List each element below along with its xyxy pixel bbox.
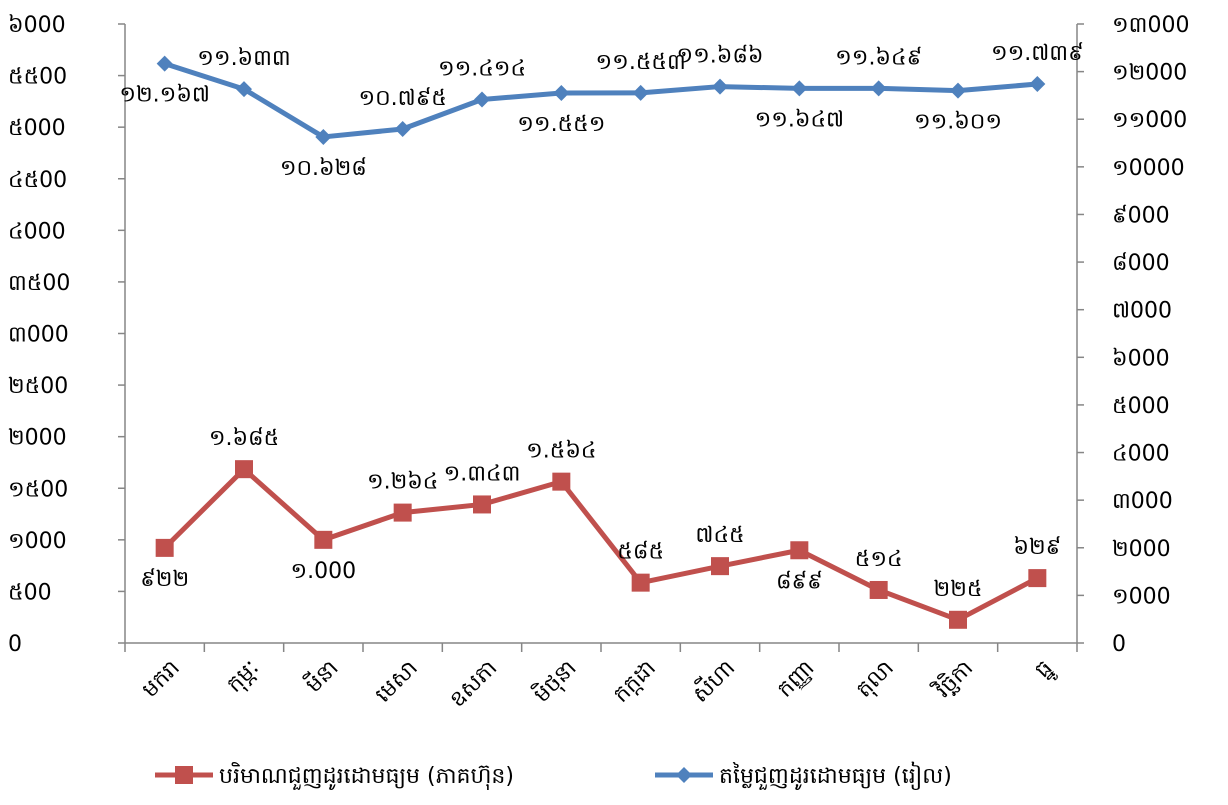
data-label: ១១.៦៨៦	[676, 44, 763, 69]
legend-label-0: បរិមាណជួញដូរដោមធ្យម (ភាគហ៊ុន)	[219, 762, 514, 790]
right-axis-tick-label: ៩000	[1112, 203, 1170, 228]
left-axis-tick-label: ៥00	[8, 580, 52, 605]
data-point-diamond	[791, 80, 808, 97]
left-axis-tick-label: ២000	[8, 426, 67, 451]
data-point-square	[631, 573, 650, 592]
right-axis-tick-label: ១២000	[1112, 61, 1187, 86]
x-axis-category-label: ឧសភា	[445, 656, 502, 713]
x-axis-category-label: មីនា	[300, 654, 344, 698]
legend-marker-diamond	[676, 767, 692, 783]
right-axis-tick-label: ១៣000	[1112, 13, 1189, 38]
data-point-diamond	[315, 128, 332, 145]
right-axis-tick-label: ៧000	[1112, 299, 1172, 324]
data-label: ៨៩៩	[776, 569, 823, 594]
data-point-square	[393, 503, 412, 522]
x-axis-category-label: កក្កដា	[609, 656, 661, 708]
x-axis-category-label: វិច្ឆិកា	[928, 654, 978, 704]
data-point-diamond	[553, 84, 570, 101]
left-axis-tick-label: ៣៥00	[8, 271, 70, 296]
right-axis-tick-label: ១១000	[1112, 108, 1187, 133]
data-label: ១១.៦៤៧	[755, 107, 845, 132]
data-label: ១.៣៤៣	[444, 461, 521, 486]
data-label: ១១.៤១៤	[438, 57, 526, 82]
data-point-diamond	[632, 84, 649, 101]
right-axis-tick-label: ៤000	[1112, 442, 1170, 467]
data-point-square	[790, 541, 809, 560]
x-axis-category-label: ធ្នូ	[1030, 656, 1060, 686]
series-line-0	[162, 466, 1039, 623]
left-axis-tick-label: ១៥00	[8, 477, 68, 502]
data-point-square	[711, 557, 729, 576]
right-axis-tick-label: 0	[1112, 632, 1126, 657]
data-label: ១.៦៨៥	[209, 426, 279, 451]
right-axis-tick-label: ២000	[1112, 537, 1171, 562]
data-point-diamond	[236, 81, 252, 98]
data-label: ១១.៥៥៣	[596, 50, 686, 75]
x-axis-category-label: មិថុនា	[528, 654, 582, 708]
data-label: ១០.៧៩៥	[358, 86, 446, 111]
data-point-square	[155, 538, 174, 557]
left-axis-tick-label: ៤៥00	[8, 168, 67, 193]
data-label: ២២៥	[934, 577, 983, 602]
right-axis-tick-label: ៦000	[1112, 346, 1170, 371]
data-point-diamond	[870, 80, 887, 97]
left-axis-tick-label: ២៥00	[8, 374, 68, 399]
data-label: ៥១៤	[855, 547, 903, 572]
data-label: ៧៤៥	[695, 523, 744, 548]
right-axis-tick-label: ៣000	[1112, 489, 1173, 514]
data-label: ១.000	[291, 559, 357, 584]
x-axis-category-label: សីហា	[687, 654, 741, 708]
data-point-diamond	[1029, 76, 1046, 93]
left-axis-tick-label: 0	[8, 632, 22, 657]
data-point-square	[949, 610, 967, 629]
x-axis-category-label: មករា	[138, 656, 185, 703]
series-layer	[155, 55, 1047, 629]
data-point-diamond	[156, 55, 173, 72]
data-point-square	[552, 472, 571, 491]
left-axis-tick-label: ៣000	[8, 323, 69, 348]
data-label: ១០.៦២៨	[280, 156, 367, 181]
data-point-diamond	[950, 82, 966, 99]
series-line-1	[163, 61, 1038, 140]
x-axis-category-label: កញ្ញា	[773, 656, 820, 703]
left-axis-tick-label: ៤000	[8, 219, 66, 244]
data-label: ១១.៦៣៣	[197, 46, 290, 71]
data-label: ៩២២	[140, 567, 189, 592]
data-label: ១១.៥៥១	[517, 112, 605, 137]
legend: បរិមាណជួញដូរដោមធ្យម (ភាគហ៊ុន) តម្លៃជួញដូរ…	[155, 761, 952, 790]
x-axis-category-label: តុលា	[852, 656, 900, 704]
left-axis-tick-label: ៥៥00	[8, 65, 67, 90]
data-point-square	[869, 580, 888, 599]
x-axis-category-label: មេសា	[371, 656, 423, 708]
data-label: ១.៥៦៤	[526, 439, 596, 464]
data-point-square	[1028, 569, 1047, 588]
left-axis-tick-label: ៥000	[8, 116, 66, 141]
data-label: ១១.៧៣៩	[991, 41, 1084, 66]
right-axis-tick-label: ៨000	[1112, 251, 1170, 276]
x-axis-category-label: កុម្ភៈ	[222, 656, 265, 699]
data-label: ៥៨៥	[617, 540, 664, 565]
data-point-square	[314, 530, 333, 549]
right-axis-tick-label: ១0000	[1112, 156, 1185, 181]
legend-label-1: តម្លៃជួញដូរដោមធ្យម (រៀល)	[719, 761, 952, 790]
left-axis-tick-label: ៦000	[8, 13, 66, 38]
data-point-square	[235, 460, 253, 479]
data-point-square	[473, 495, 491, 514]
data-point-diamond	[474, 91, 490, 108]
data-point-diamond	[394, 120, 411, 137]
right-axis-tick-label: ១000	[1112, 584, 1171, 609]
data-label: ១១.៦៤៩	[835, 45, 922, 70]
left-axis-tick-label: ១000	[8, 529, 67, 554]
data-label: ១១.៦០១	[914, 110, 1002, 135]
right-axis-tick-label: ៥000	[1112, 394, 1170, 419]
data-label: ១២.១៦៧	[119, 83, 210, 108]
data-label: ៦២៩	[1013, 535, 1061, 560]
data-label: ១.២៦៤	[367, 470, 438, 495]
data-point-diamond	[712, 78, 728, 95]
legend-marker-square	[175, 766, 193, 784]
